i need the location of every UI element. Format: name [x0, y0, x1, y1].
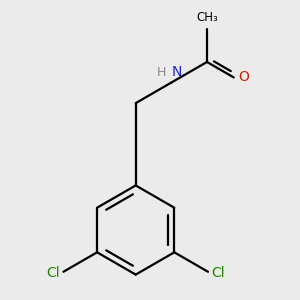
Text: N: N — [171, 65, 182, 79]
Text: Cl: Cl — [46, 266, 60, 280]
Text: Cl: Cl — [212, 266, 225, 280]
Text: CH₃: CH₃ — [196, 11, 218, 25]
Text: H: H — [157, 66, 166, 79]
Text: O: O — [238, 70, 249, 84]
